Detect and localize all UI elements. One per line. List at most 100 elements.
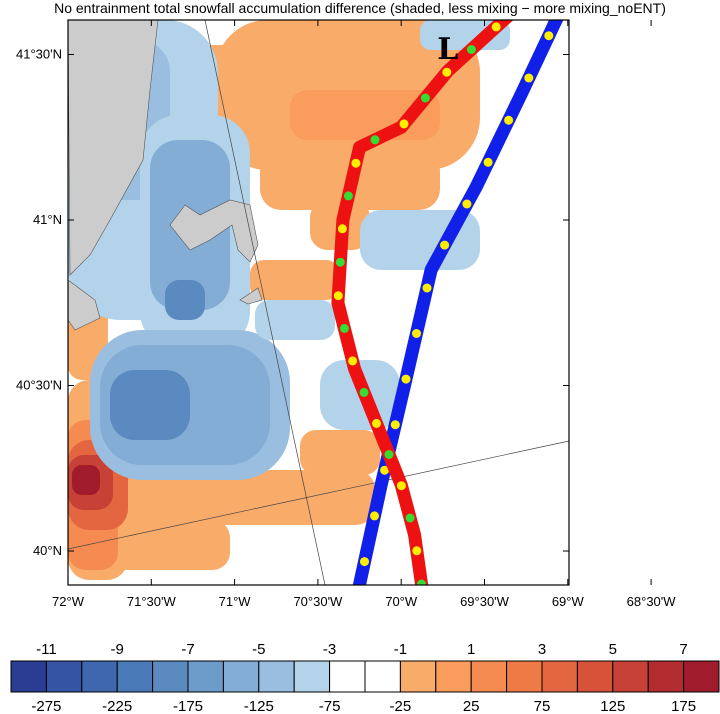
colorbar-bottom-label: 125 bbox=[600, 698, 625, 714]
red-track-dot bbox=[515, 0, 524, 8]
boundary-lines bbox=[68, 20, 569, 585]
colorbar-box bbox=[470, 660, 508, 693]
lon-label: 69°30'W bbox=[460, 594, 510, 609]
colorbar-bottom-label: -75 bbox=[319, 698, 341, 714]
positive-region bbox=[250, 260, 340, 300]
blue-track-dot bbox=[504, 115, 514, 125]
red-track-dot bbox=[466, 45, 476, 54]
colorbar: -11-9-7-5-3-11357911-275-225-175-125-75-… bbox=[10, 641, 720, 714]
colorbar-top-label: -7 bbox=[181, 641, 194, 658]
blue-track-dot bbox=[380, 465, 390, 475]
blue-track-dot bbox=[524, 73, 534, 83]
colorbar-box bbox=[187, 660, 224, 693]
lon-label: 70°W bbox=[385, 594, 418, 609]
blue-track-dot bbox=[412, 329, 421, 338]
colorbar-bottom-label: -275 bbox=[31, 698, 61, 714]
colorbar-top-label: -11 bbox=[36, 641, 57, 658]
red-track-dot bbox=[399, 119, 409, 129]
lat-label: 40°N bbox=[33, 543, 62, 558]
colorbar-box bbox=[683, 660, 720, 693]
colorbar-box bbox=[399, 660, 437, 693]
blue-track-line bbox=[352, 20, 564, 585]
lon-label: 69°W bbox=[552, 594, 585, 609]
colorbar-bottom-label: -225 bbox=[102, 698, 132, 714]
lon-label: 71°W bbox=[219, 594, 252, 609]
colorbar-box bbox=[435, 660, 472, 693]
colorbar-top-label: -1 bbox=[394, 641, 407, 658]
blue-track-dot bbox=[440, 240, 450, 250]
red-track-dot bbox=[491, 22, 501, 32]
lon-label: 72°W bbox=[52, 594, 85, 609]
colorbar-box bbox=[116, 660, 154, 693]
lon-label: 68°30'W bbox=[627, 594, 677, 609]
red-track-dot bbox=[339, 323, 349, 333]
coastline bbox=[68, 20, 263, 331]
lon-label: 71°30'W bbox=[127, 594, 177, 609]
colorbar-box bbox=[364, 660, 401, 693]
plot-frame bbox=[67, 19, 570, 586]
positive-region bbox=[95, 470, 375, 525]
red-track-dot bbox=[337, 224, 347, 234]
colorbar-top-label: -5 bbox=[252, 641, 265, 658]
colorbar-box bbox=[647, 660, 685, 693]
colorbar-box bbox=[10, 660, 47, 693]
red-track-dot bbox=[396, 481, 406, 491]
red-track-dot bbox=[359, 387, 369, 397]
red-track-dot bbox=[372, 418, 381, 428]
colorbar-bottom-label: -25 bbox=[390, 698, 412, 714]
red-track-line bbox=[331, 20, 514, 585]
blue-track-dot bbox=[390, 420, 400, 430]
colorbar-box bbox=[506, 660, 543, 693]
red-track-dot bbox=[417, 579, 426, 585]
colorbar-top-label: 1 bbox=[467, 641, 475, 658]
colorbar-top-label: -9 bbox=[111, 641, 124, 658]
lon-label: 70°30'W bbox=[293, 594, 343, 609]
lat-label: 41°N bbox=[33, 212, 62, 227]
colorbar-box bbox=[612, 660, 649, 693]
low-pressure-markers: LL bbox=[437, 32, 458, 67]
positive-region bbox=[72, 465, 100, 495]
negative-region bbox=[165, 280, 205, 320]
negative-region bbox=[110, 370, 190, 440]
colorbar-box bbox=[81, 660, 118, 693]
blue-track-dot bbox=[360, 557, 369, 567]
storm-tracks bbox=[331, 0, 564, 585]
colorbar-box bbox=[152, 660, 189, 693]
colorbar-box bbox=[258, 660, 295, 693]
negative-region bbox=[255, 300, 335, 340]
red-track-dot bbox=[420, 93, 430, 103]
blue-track-dot bbox=[544, 31, 554, 41]
colorbar-top-label: 7 bbox=[679, 641, 687, 658]
colorbar-box bbox=[293, 660, 331, 693]
colorbar-top-label: 3 bbox=[538, 641, 546, 658]
colorbar-bottom-label: 25 bbox=[463, 698, 480, 714]
colorbar-box bbox=[576, 660, 614, 693]
red-track-dot bbox=[335, 257, 345, 267]
colorbar-top-label: 5 bbox=[609, 641, 617, 658]
red-track-dot bbox=[348, 356, 358, 366]
red-track-dot bbox=[351, 158, 361, 168]
low-marker-label: L bbox=[437, 32, 458, 67]
red-track-dot bbox=[370, 135, 380, 145]
axes: 43°N42°30'N42°N41°30'N41°N40°30'N40°N72°… bbox=[16, 20, 677, 609]
blue-track-dot bbox=[370, 511, 379, 521]
lat-label: 41°30'N bbox=[16, 47, 62, 62]
red-track-dot bbox=[343, 191, 353, 201]
red-track-dot bbox=[405, 513, 415, 523]
colorbar-top-label: -3 bbox=[323, 641, 336, 658]
red-track-dot bbox=[412, 546, 422, 556]
red-track-dot bbox=[442, 67, 452, 77]
blue-track-dot bbox=[401, 374, 411, 384]
positive-region bbox=[110, 520, 230, 570]
lat-label: 40°30'N bbox=[16, 378, 62, 393]
colorbar-box bbox=[45, 660, 83, 693]
blue-track-dot bbox=[462, 199, 472, 209]
blue-track-dot bbox=[483, 157, 493, 167]
red-track-dot bbox=[333, 291, 343, 301]
colorbar-box bbox=[222, 660, 260, 693]
colorbar-bottom-label: 175 bbox=[671, 698, 696, 714]
colorbar-box bbox=[329, 660, 366, 693]
positive-region bbox=[300, 430, 380, 475]
colorbar-bottom-label: 75 bbox=[534, 698, 551, 714]
colorbar-bottom-label: -175 bbox=[173, 698, 203, 714]
